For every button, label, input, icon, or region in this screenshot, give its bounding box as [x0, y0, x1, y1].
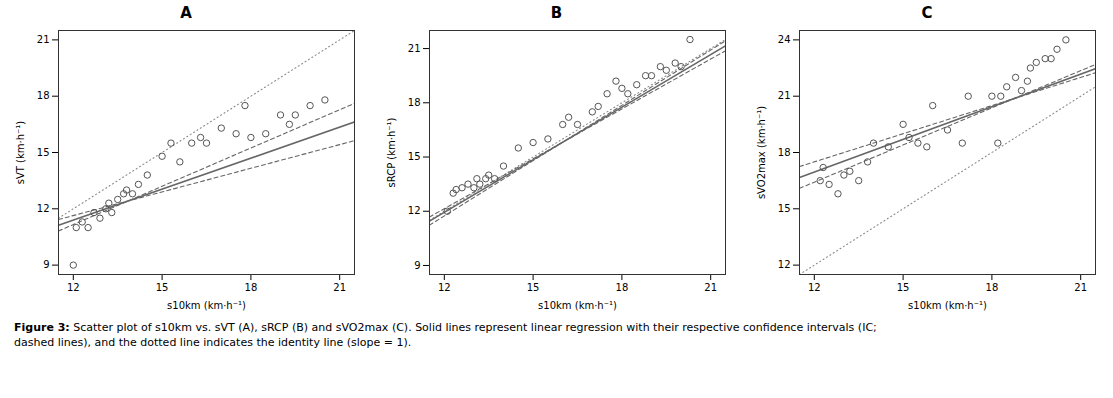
svg-text:18: 18 — [615, 282, 628, 293]
svg-text:18: 18 — [37, 90, 50, 101]
svg-text:sVO2max (km·h⁻¹): sVO2max (km·h⁻¹) — [756, 106, 767, 199]
html-text:B: B — [550, 4, 563, 22]
svg-text:15: 15 — [37, 147, 50, 158]
svg-text:21: 21 — [704, 282, 717, 293]
svg-text:sVT (km·h⁻¹): sVT (km·h⁻¹) — [15, 121, 26, 185]
svg-text:24: 24 — [778, 34, 791, 45]
svg-text:12: 12 — [67, 282, 80, 293]
svg-text:s10km (km·h⁻¹): s10km (km·h⁻¹) — [538, 300, 617, 311]
svg-text:s10km (km·h⁻¹): s10km (km·h⁻¹) — [908, 300, 987, 311]
html-text:Figure 3: Scatter plot of s10k: Figure 3: Scatter plot of s10km vs. sVT … — [14, 321, 877, 349]
svg-text:s10km (km·h⁻¹): s10km (km·h⁻¹) — [167, 300, 246, 311]
svg-text:21: 21 — [778, 90, 791, 101]
svg-text:9: 9 — [414, 260, 420, 271]
svg-text:21: 21 — [333, 282, 346, 293]
svg-text:15: 15 — [407, 151, 420, 162]
svg-text:18: 18 — [245, 282, 258, 293]
svg-text:21: 21 — [37, 34, 50, 45]
svg-text:sRCP (km·h⁻¹): sRCP (km·h⁻¹) — [385, 117, 396, 187]
svg-text:12: 12 — [407, 205, 420, 216]
svg-text:21: 21 — [1074, 282, 1087, 293]
svg-text:12: 12 — [37, 203, 50, 214]
svg-text:12: 12 — [808, 282, 821, 293]
svg-text:12: 12 — [437, 282, 450, 293]
svg-text:21: 21 — [407, 43, 420, 54]
html-text:C: C — [921, 4, 933, 22]
svg-text:18: 18 — [986, 282, 999, 293]
svg-text:15: 15 — [897, 282, 910, 293]
svg-text:12: 12 — [778, 259, 791, 270]
svg-text:18: 18 — [407, 97, 420, 108]
svg-text:15: 15 — [526, 282, 539, 293]
html-text:A: A — [180, 4, 192, 22]
svg-text:15: 15 — [778, 203, 791, 214]
svg-text:15: 15 — [156, 282, 169, 293]
svg-text:9: 9 — [43, 259, 49, 270]
svg-text:18: 18 — [778, 147, 791, 158]
